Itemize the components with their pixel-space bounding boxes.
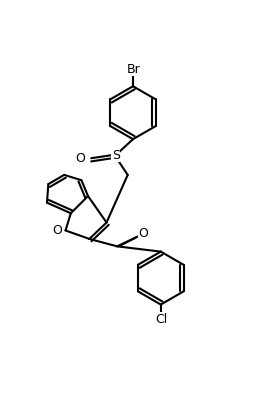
Text: O: O [53, 224, 63, 237]
Text: O: O [75, 152, 85, 165]
Text: O: O [139, 227, 148, 240]
Text: S: S [112, 149, 120, 162]
Text: Br: Br [127, 62, 141, 75]
Text: Cl: Cl [156, 313, 168, 326]
